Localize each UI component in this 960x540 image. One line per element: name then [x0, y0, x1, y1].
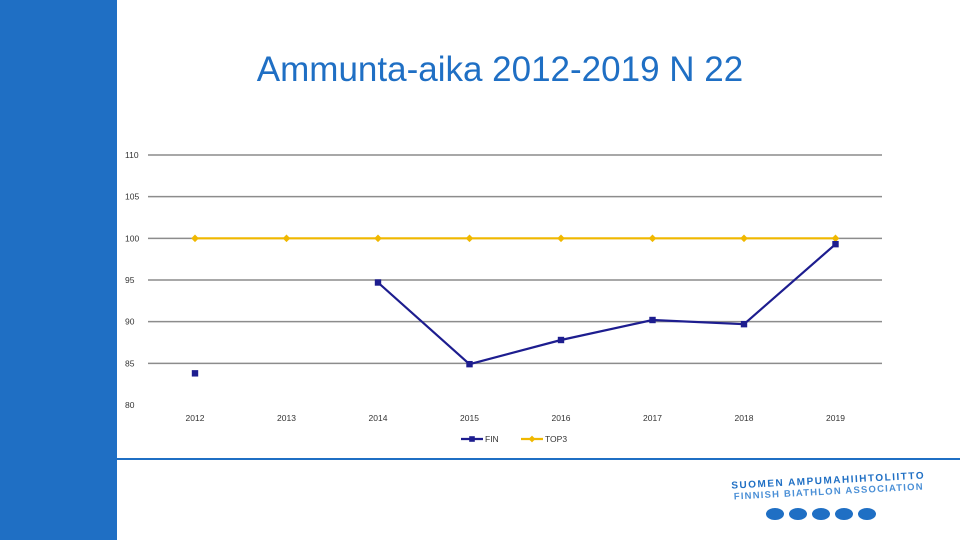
y-tick-label: 90 [125, 317, 135, 327]
series-line-fin [468, 338, 563, 366]
data-point-fin [649, 316, 656, 324]
logo-dot [858, 508, 876, 520]
association-logo: SUOMEN AMPUMAHIIHTOLIITTO FINNISH BIATHL… [700, 466, 940, 526]
x-tick-label: 2014 [369, 413, 388, 423]
x-tick-label: 2012 [186, 413, 205, 423]
logo-dot [789, 508, 807, 520]
data-point-top3 [648, 234, 657, 243]
data-point-fin [374, 279, 382, 286]
x-tick-label: 2013 [277, 413, 296, 423]
x-tick-label: 2016 [552, 413, 571, 423]
data-point-top3 [374, 234, 382, 243]
x-tick-label: 2015 [460, 413, 479, 423]
logo-dot [812, 508, 830, 520]
series-line-fin [742, 243, 837, 326]
data-point-top3 [191, 234, 199, 243]
series-layer [191, 234, 840, 377]
data-point-fin [557, 336, 565, 344]
data-point-top3 [282, 234, 291, 243]
data-point-fin [191, 370, 199, 377]
logo-dot [835, 508, 853, 520]
logo-dot [766, 508, 784, 520]
y-tick-label: 85 [125, 358, 135, 368]
series-line-fin [559, 318, 654, 342]
grid-layer [148, 154, 882, 365]
logo-dots [766, 508, 876, 522]
data-point-fin [832, 240, 839, 248]
y-tick-label: 110 [125, 150, 139, 160]
y-tick-label: 80 [125, 400, 135, 410]
legend-label-fin: FIN [485, 434, 499, 444]
x-tick-labels: 2012 2013 2014 2015 2016 2017 2018 2019 [186, 413, 846, 423]
y-tick-label: 105 [125, 192, 139, 202]
y-tick-label: 100 [125, 233, 139, 243]
x-tick-label: 2019 [826, 413, 845, 423]
data-point-top3 [831, 234, 840, 243]
side-accent-bar [0, 0, 117, 540]
y-tick-label: 95 [125, 275, 135, 285]
data-point-top3 [557, 234, 565, 243]
x-tick-label: 2018 [735, 413, 754, 423]
y-tick-labels: 80 85 90 95 100 105 110 [125, 150, 139, 410]
x-tick-label: 2017 [643, 413, 662, 423]
legend-marker-top3 [528, 435, 536, 443]
chart-legend: FIN TOP3 [461, 434, 567, 444]
legend-label-top3: TOP3 [545, 434, 567, 444]
slide-title: Ammunta-aika 2012-2019 N 22 [256, 50, 744, 89]
data-point-top3 [465, 234, 474, 243]
series-line-fin [651, 318, 746, 326]
legend-marker-fin [469, 436, 475, 442]
data-point-fin [740, 320, 748, 328]
data-point-top3 [740, 234, 748, 243]
footer-divider [117, 458, 960, 460]
series-line-fin [376, 281, 471, 366]
data-point-fin [466, 360, 473, 368]
